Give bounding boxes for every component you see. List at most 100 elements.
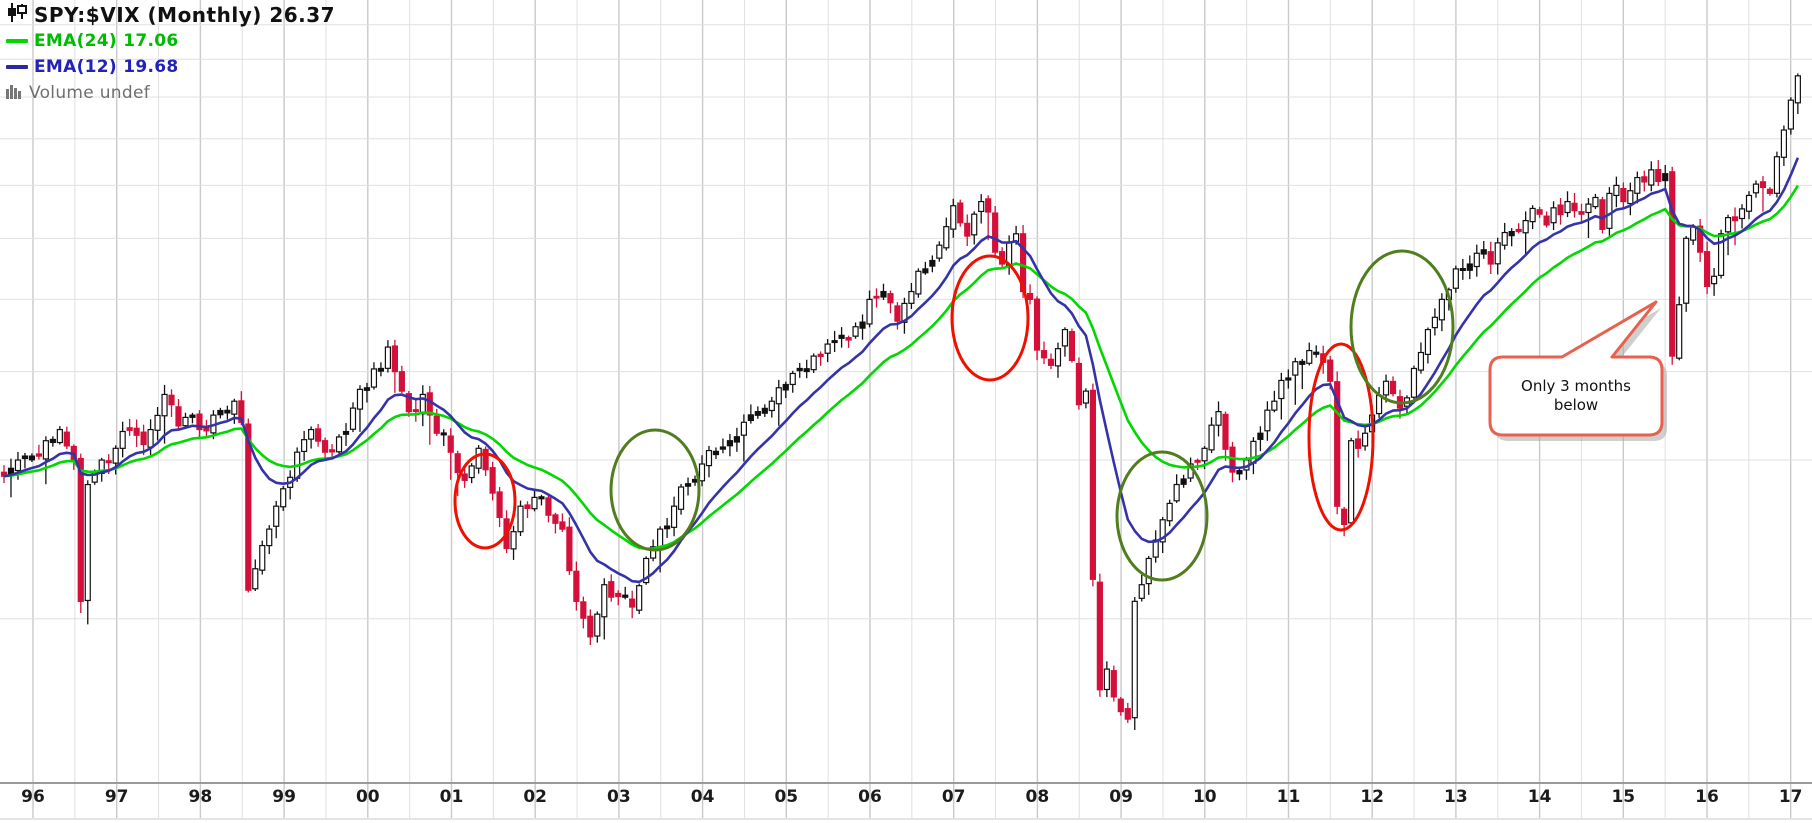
candle-down xyxy=(405,393,412,413)
candle-down xyxy=(1327,359,1334,382)
candle-up xyxy=(838,334,845,339)
candle-up xyxy=(929,259,936,267)
x-axis-label: 17 xyxy=(1778,787,1803,807)
candle-up xyxy=(1501,231,1508,246)
legend-item-volume: Volume undef xyxy=(6,80,335,106)
candle-up xyxy=(971,213,978,236)
candle-up xyxy=(301,439,308,453)
x-axis-label: 01 xyxy=(439,787,464,807)
candle-up xyxy=(1613,184,1620,197)
candle-down xyxy=(1578,211,1585,215)
candle-down xyxy=(1599,199,1606,230)
candle-up xyxy=(1634,176,1641,194)
candle-down xyxy=(175,406,182,427)
candle-up xyxy=(1585,203,1592,214)
candle-up xyxy=(1306,349,1313,364)
candle-down xyxy=(985,198,992,213)
candle-up xyxy=(356,388,364,410)
candle-down xyxy=(1731,216,1739,222)
candle-up xyxy=(475,447,482,469)
candle-up xyxy=(266,528,273,547)
candle-up xyxy=(1278,379,1285,400)
callout-bubble xyxy=(1488,300,1664,437)
candle-down xyxy=(482,448,489,471)
candle-down xyxy=(1040,350,1048,359)
candle-down xyxy=(140,431,147,446)
candle-up xyxy=(1452,268,1459,289)
candle-down xyxy=(1759,181,1767,188)
candle-down xyxy=(391,345,398,373)
candle-down xyxy=(133,427,140,436)
candle-down xyxy=(1669,171,1676,357)
x-axis-label: 11 xyxy=(1276,787,1301,807)
candle-down xyxy=(1355,438,1362,449)
candle-up xyxy=(370,368,378,388)
candle-up xyxy=(747,414,754,422)
candle-up xyxy=(684,483,692,487)
candle-up xyxy=(1550,207,1557,224)
candle-up xyxy=(1738,208,1746,220)
candle-up xyxy=(663,525,671,530)
candle-down xyxy=(573,570,580,602)
x-axis-label: 03 xyxy=(607,787,631,807)
candle-down xyxy=(398,371,405,392)
x-axis-label: 10 xyxy=(1192,787,1217,807)
candle-up xyxy=(1264,409,1271,432)
candle-up xyxy=(468,465,475,479)
candle-up xyxy=(852,326,859,337)
candle-up xyxy=(1745,194,1753,212)
candle-up xyxy=(1131,600,1138,719)
candle-up xyxy=(21,455,29,460)
candle-up xyxy=(775,387,782,405)
x-axis-label: 08 xyxy=(1025,787,1050,807)
ema12-line xyxy=(3,157,1800,584)
candle-down xyxy=(1194,459,1201,463)
callout-text-line2: below xyxy=(1553,396,1599,414)
candle-up xyxy=(231,400,238,415)
candle-up xyxy=(531,496,538,510)
x-axis-label: 16 xyxy=(1695,787,1719,807)
candle-up xyxy=(217,409,224,416)
candle-up xyxy=(601,584,608,618)
candle-down xyxy=(1110,670,1117,698)
candle-up xyxy=(1292,361,1299,376)
candle-up xyxy=(1606,192,1613,229)
candle-down xyxy=(608,581,615,598)
candle-down xyxy=(887,293,894,304)
candle-down xyxy=(1047,358,1055,366)
candle-up xyxy=(1466,263,1473,271)
candle-up xyxy=(901,302,908,323)
candle-down xyxy=(1075,362,1083,406)
candle-down xyxy=(817,353,824,357)
candle-down xyxy=(126,427,133,431)
candle-up xyxy=(1299,360,1306,365)
candle-down xyxy=(1641,176,1648,183)
candle-up xyxy=(517,505,524,533)
candle-up xyxy=(768,400,775,412)
callout-text-line1: Only 3 months xyxy=(1521,377,1631,395)
candle-down xyxy=(321,440,329,453)
candle-up xyxy=(1780,129,1788,158)
candle-up xyxy=(1508,230,1515,237)
candle-down xyxy=(1571,202,1578,212)
x-axis-label: 00 xyxy=(355,787,380,807)
candle-down xyxy=(433,415,440,434)
candle-down xyxy=(1334,381,1341,507)
candle-up xyxy=(754,411,761,416)
candle-down xyxy=(105,460,112,464)
candle-up xyxy=(740,421,747,436)
candle-down xyxy=(0,471,8,477)
candle-up xyxy=(538,496,545,500)
candle-down xyxy=(629,598,636,608)
ema24-line xyxy=(3,184,1799,551)
volume-bars-icon xyxy=(6,83,24,103)
candle-down xyxy=(992,212,999,253)
candle-down xyxy=(1620,187,1627,203)
candle-down xyxy=(63,431,70,447)
candle-up xyxy=(1410,367,1418,398)
candle-up xyxy=(1082,390,1090,404)
candle-up xyxy=(1752,183,1760,194)
ema12-line-swatch xyxy=(6,65,28,69)
